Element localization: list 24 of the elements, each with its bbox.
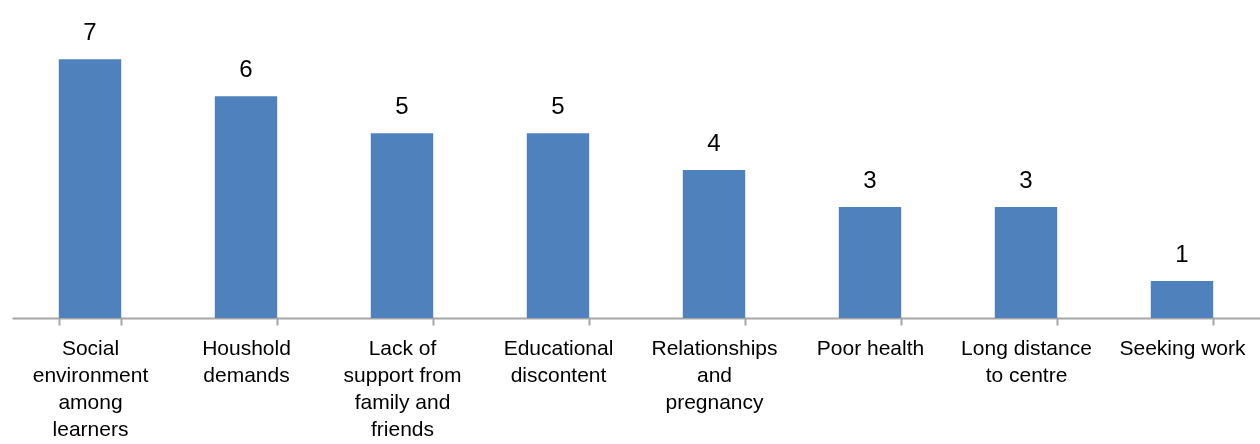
- data-label: 7: [83, 18, 97, 46]
- bar: [1150, 281, 1214, 318]
- x-tick-label: Social environment among learners: [32, 335, 149, 440]
- bar: [994, 207, 1058, 318]
- data-label: 1: [1175, 240, 1189, 268]
- x-tick-label: Houshold demands: [202, 335, 291, 386]
- bar: [214, 96, 278, 318]
- bar: [682, 170, 746, 318]
- x-tick-label: Relationships and pregnancy: [651, 335, 778, 413]
- x-tick-label: Poor health: [816, 335, 925, 359]
- data-label: 3: [863, 166, 877, 194]
- x-tick-label: Long distance to centre: [961, 335, 1092, 386]
- x-tick-label: Educational discontent: [503, 335, 614, 386]
- bar: [58, 59, 122, 318]
- bar: [526, 133, 590, 318]
- x-tick-label: Lack of support from family and friends: [343, 335, 462, 440]
- bar: [838, 207, 902, 318]
- bar: [370, 133, 434, 318]
- data-label: 6: [239, 55, 253, 83]
- data-label: 5: [551, 92, 565, 120]
- data-label: 3: [1019, 166, 1033, 194]
- x-tick-label: Seeking work: [1119, 335, 1247, 359]
- data-label: 5: [395, 92, 409, 120]
- data-label: 4: [707, 129, 721, 157]
